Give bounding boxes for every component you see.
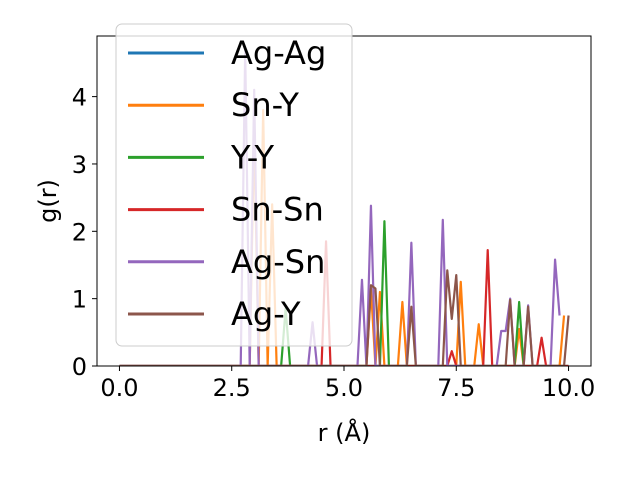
y-tick-label: 2 [72, 218, 87, 246]
x-tick-label: 10.0 [542, 374, 595, 402]
y-axis-label: g(r) [34, 179, 62, 223]
x-ticks: 0.0 2.5 5.0 7.5 10.0 [100, 366, 595, 402]
x-axis-label: r (Å) [318, 418, 371, 447]
x-tick-label: 5.0 [325, 374, 363, 402]
legend-label: Ag-Sn [231, 243, 325, 281]
y-tick-label: 1 [72, 286, 87, 314]
y-ticks: 0 1 2 3 4 [72, 84, 97, 381]
y-tick-label: 0 [72, 353, 87, 381]
series-line-ag-sn [119, 48, 561, 366]
x-tick-label: 0.0 [100, 374, 138, 402]
series-line-ag-y [119, 269, 570, 366]
y-tick-label: 4 [72, 84, 87, 112]
x-tick-label: 2.5 [213, 374, 251, 402]
legend-label: Ag-Y [231, 295, 301, 333]
legend-label: Ag-Ag [231, 34, 326, 72]
legend-label: Sn-Sn [231, 191, 324, 229]
legend-label: Y-Y [230, 138, 275, 176]
y-tick-label: 3 [72, 151, 87, 179]
legend: Ag-Ag Sn-Y Y-Y Sn-Sn Ag-Sn Ag-Y [115, 23, 353, 347]
x-tick-label: 7.5 [437, 374, 475, 402]
legend-label: Sn-Y [231, 86, 299, 124]
